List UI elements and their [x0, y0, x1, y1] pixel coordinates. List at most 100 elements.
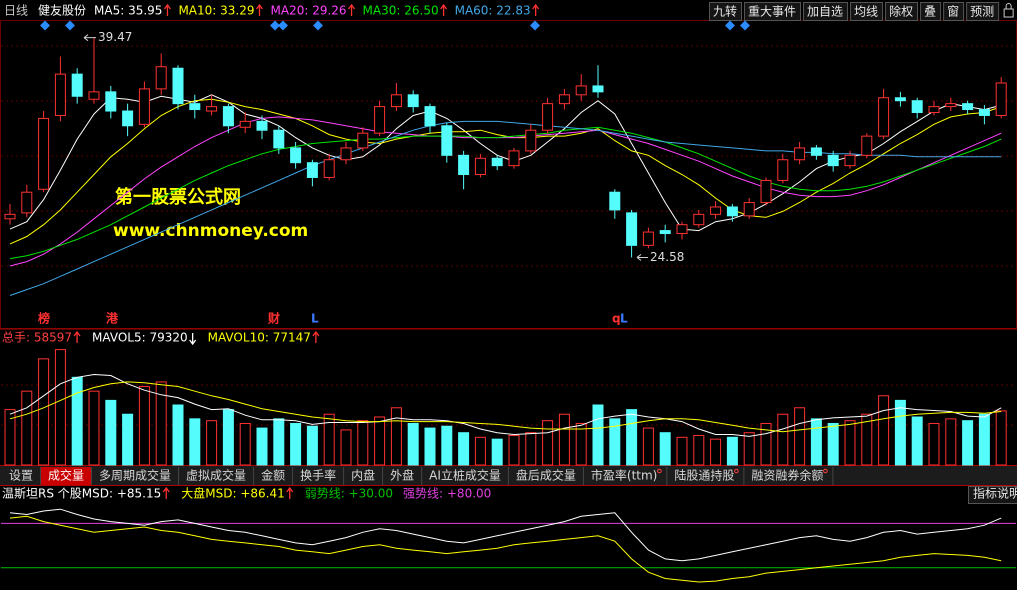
indicator-tab[interactable]: 市盈率(ttm) [591, 468, 657, 483]
watermark: www.chnmoney.com [113, 221, 308, 241]
indicator-tab[interactable]: 外盘 [390, 468, 414, 483]
candle-body [626, 212, 638, 246]
trend-arrow [532, 3, 540, 16]
indicator-tab[interactable]: 金额 [261, 468, 285, 483]
toolbar-button-frame[interactable] [885, 2, 919, 21]
candle-body [726, 206, 738, 217]
volume-bar [710, 438, 722, 466]
indicator-tab[interactable]: 成交量 [48, 468, 84, 483]
tab-badge [823, 468, 828, 474]
indicator-tab[interactable]: 陆股通持股 [674, 468, 734, 483]
toolbar-button-frame[interactable] [744, 2, 802, 21]
candle-body [206, 106, 218, 112]
toolbar-button[interactable]: 重大事件 [748, 5, 796, 19]
trend-arrow [312, 330, 320, 343]
candle-body [962, 103, 974, 111]
indicator-tab[interactable]: 内盘 [351, 468, 375, 483]
indicator-tab[interactable]: 虚拟成交量 [186, 468, 246, 483]
help-button[interactable]: 指标说明 [973, 486, 1017, 501]
volume-bar [71, 376, 83, 466]
candle-body [290, 147, 302, 164]
volume-ma-line [9, 373, 1002, 437]
volume-bar [424, 427, 436, 466]
toolbar-button[interactable]: 除权 [889, 4, 913, 19]
lock-icon[interactable] [1003, 8, 1014, 18]
event-marker: 榜 [38, 311, 50, 326]
volume-bar [962, 420, 974, 466]
trend-arrow [162, 486, 170, 499]
candle-body [558, 94, 570, 105]
volume-bar [206, 420, 218, 466]
candle-body [105, 91, 117, 112]
toolbar-button[interactable]: 均线 [854, 5, 878, 19]
ma-label: MA5: 35.95 [94, 4, 162, 18]
msd-line [9, 515, 1002, 583]
volume-bar [54, 349, 66, 466]
indicator-tab[interactable]: 换手率 [300, 468, 336, 483]
volume-bar [138, 386, 150, 466]
low-price-label: 24.58 [650, 250, 684, 264]
ma-line [9, 120, 1002, 296]
volume-bar [978, 413, 990, 466]
low-pointer [636, 254, 648, 261]
volume-bar [290, 422, 302, 466]
candle-body [323, 159, 335, 178]
toolbar-button-frame[interactable] [920, 2, 942, 21]
toolbar-button[interactable]: 预测 [970, 5, 994, 19]
toolbar-button[interactable]: 加自选 [807, 5, 843, 19]
candle-body [189, 103, 201, 111]
volume-header: 总手: 58597 [2, 331, 72, 345]
event-marker: 财 [267, 311, 280, 326]
watermark: 第一股票公式网 [115, 186, 241, 208]
help-button-frame[interactable] [968, 486, 1017, 504]
volume-bar [609, 418, 621, 466]
lock-icon[interactable] [1005, 3, 1012, 10]
ma-label: MA20: 29.26 [271, 4, 347, 18]
toolbar-button[interactable]: 窗 [947, 5, 959, 19]
volume-bar [122, 413, 134, 466]
volume-bar [525, 432, 537, 466]
toolbar-button-frame[interactable] [709, 2, 743, 21]
volume-bar [894, 399, 906, 466]
volume-bar [508, 434, 520, 466]
candle-body [777, 159, 789, 181]
candle-body [592, 85, 604, 93]
ma-line [9, 126, 1002, 260]
toolbar-button[interactable]: 九转 [713, 4, 737, 19]
candle-body [239, 120, 251, 128]
event-marker: L [311, 312, 319, 326]
candle-body [911, 100, 923, 114]
candle-body [575, 85, 587, 96]
toolbar-button-frame[interactable] [850, 2, 884, 21]
candle-body [340, 147, 352, 161]
toolbar-button-frame[interactable] [943, 2, 965, 21]
volume-bar [239, 422, 251, 466]
toolbar-button[interactable]: 叠 [924, 5, 936, 19]
candle-body [508, 150, 520, 167]
msd-header: 弱势线: +30.00 [305, 487, 393, 501]
indicator-tab[interactable]: 融资融券余额 [751, 468, 823, 483]
high-pointer [83, 34, 96, 42]
high-price-label: 39.47 [98, 30, 132, 44]
candle-body [810, 147, 822, 156]
indicator-tab[interactable]: 设置 [9, 469, 33, 483]
toolbar-button-frame[interactable] [803, 2, 849, 21]
candle-body [693, 213, 705, 226]
indicator-tab[interactable]: 多周期成交量 [99, 468, 171, 483]
volume-bar [794, 407, 806, 466]
volume-bar [558, 413, 570, 466]
volume-bar [105, 399, 117, 466]
candle-body [878, 97, 890, 137]
indicator-tab[interactable]: AI立桩成交量 [429, 468, 501, 483]
signal-diamond [740, 20, 750, 31]
active-tab[interactable] [41, 467, 92, 485]
candle-body [357, 132, 369, 149]
volume-header: MAVOL5: 79320 [92, 331, 188, 345]
candle-body [122, 110, 134, 127]
indicator-tab[interactable]: 盘后成交量 [516, 468, 576, 483]
volume-bar [222, 409, 234, 466]
volume-bar [172, 404, 184, 466]
toolbar-button-frame[interactable] [966, 2, 1000, 21]
volume-bar [407, 422, 419, 466]
volume-bar [642, 427, 654, 466]
